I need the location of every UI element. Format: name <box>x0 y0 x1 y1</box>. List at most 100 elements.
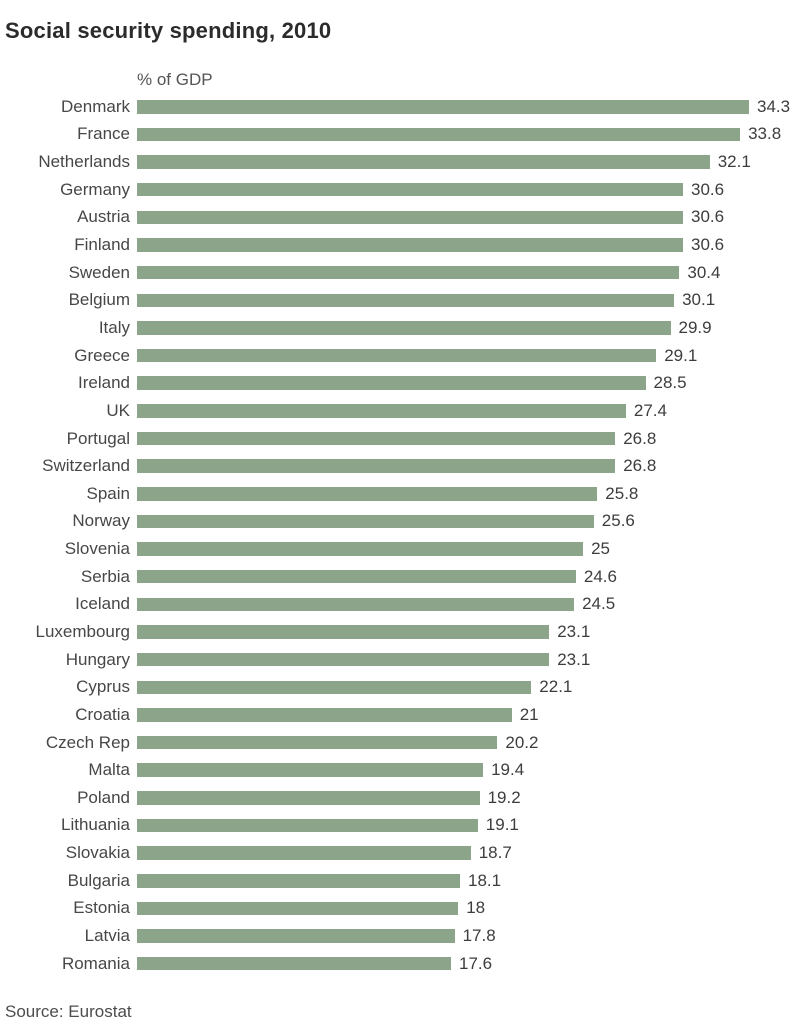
country-label: Latvia <box>84 926 130 946</box>
value-label: 29.9 <box>678 317 712 337</box>
bar <box>137 708 512 722</box>
chart-row: Cyprus 22.1 <box>0 673 800 701</box>
source-label: Source: Eurostat <box>5 1002 132 1021</box>
bar <box>137 846 471 860</box>
chart-row: Ireland 28.5 <box>0 369 800 397</box>
country-label: Iceland <box>75 594 130 614</box>
value-label: 25 <box>591 539 611 559</box>
value-label: 30.4 <box>687 262 721 282</box>
country-label: Italy <box>98 317 130 337</box>
country-label: Ireland <box>78 373 130 393</box>
bar <box>137 818 478 833</box>
chart-row: Portugal 26.8 <box>0 425 800 453</box>
bar <box>137 459 616 473</box>
bar <box>137 929 455 943</box>
country-label: France <box>77 124 130 144</box>
country-label: Denmark <box>61 96 130 116</box>
bar <box>137 625 550 639</box>
value-label: 30.6 <box>691 235 725 255</box>
value-label: 20.2 <box>505 732 539 752</box>
value-label: 27.4 <box>633 400 667 420</box>
bar <box>137 238 683 252</box>
bar <box>137 487 598 501</box>
chart-row: Croatia 21 <box>0 701 800 729</box>
bar <box>137 404 626 418</box>
chart-row: Latvia 17.8 <box>0 922 800 950</box>
value-label: 18.7 <box>478 843 512 863</box>
chart-row: Romania 17.6 <box>0 950 800 978</box>
country-label: Belgium <box>68 290 130 310</box>
bar <box>137 763 484 777</box>
bar <box>137 901 459 916</box>
chart-row: Iceland 24.5 <box>0 591 800 619</box>
country-label: Portugal <box>66 428 130 448</box>
bar <box>137 735 498 750</box>
value-label: 21 <box>519 704 539 724</box>
value-label: 25.8 <box>605 483 639 503</box>
bar <box>137 155 710 169</box>
bar <box>137 874 460 888</box>
country-label: Finland <box>74 235 130 255</box>
country-label: Hungary <box>65 649 130 669</box>
country-label: Poland <box>77 787 130 807</box>
value-label: 28.5 <box>653 373 687 393</box>
country-label: Sweden <box>68 262 130 282</box>
bar <box>137 265 680 280</box>
chart-row: Lithuania 19.1 <box>0 812 800 840</box>
country-label: Germany <box>60 179 130 199</box>
bar <box>137 569 576 584</box>
chart-row: Norway 25.6 <box>0 508 800 536</box>
value-label: 19.4 <box>491 760 525 780</box>
value-label: 18.1 <box>468 870 502 890</box>
country-label: Serbia <box>80 566 130 586</box>
bar <box>137 210 683 225</box>
country-label: Estonia <box>73 898 130 918</box>
chart-row: UK 27.4 <box>0 397 800 425</box>
value-label: 24.5 <box>582 594 616 614</box>
chart-row: Slovenia 25 <box>0 535 800 563</box>
value-label: 30.6 <box>691 179 725 199</box>
chart-row: Germany 30.6 <box>0 176 800 204</box>
chart-row: France 33.8 <box>0 121 800 149</box>
value-label: 19.2 <box>487 787 521 807</box>
bar <box>137 680 532 695</box>
chart-row: Finland 30.6 <box>0 231 800 259</box>
bar <box>137 542 584 556</box>
value-label: 29.1 <box>664 345 698 365</box>
country-label: Luxembourg <box>35 621 130 641</box>
country-label: Slovenia <box>64 539 130 559</box>
country-label: Croatia <box>75 704 130 724</box>
country-label: Spain <box>86 483 130 503</box>
chart-row: Greece 29.1 <box>0 342 800 370</box>
bar <box>137 293 675 308</box>
bar <box>137 348 657 363</box>
country-label: Slovakia <box>65 843 130 863</box>
value-label: 23.1 <box>557 621 591 641</box>
chart-row: Austria 30.6 <box>0 204 800 232</box>
country-label: Austria <box>77 207 130 227</box>
value-label: 26.8 <box>623 456 657 476</box>
value-label: 33.8 <box>748 124 782 144</box>
chart-row: Italy 29.9 <box>0 314 800 342</box>
chart-row: Czech Rep 20.2 <box>0 729 800 757</box>
value-label: 25.6 <box>601 511 635 531</box>
bar <box>137 956 451 971</box>
chart-row: Belgium 30.1 <box>0 286 800 314</box>
value-label: 26.8 <box>623 428 657 448</box>
bar <box>137 791 480 805</box>
axis-unit-label: % of GDP <box>137 70 213 89</box>
country-label: Switzerland <box>42 456 130 476</box>
chart-row: Estonia 18 <box>0 895 800 923</box>
value-label: 32.1 <box>717 152 751 172</box>
bar <box>137 652 550 667</box>
country-label: Romania <box>61 953 130 973</box>
country-label: Greece <box>74 345 130 365</box>
chart-row: Sweden 30.4 <box>0 259 800 287</box>
chart-row: Luxembourg 23.1 <box>0 618 800 646</box>
bar <box>137 100 749 114</box>
country-label: Cyprus <box>76 677 130 697</box>
chart-row: Switzerland 26.8 <box>0 452 800 480</box>
value-label: 24.6 <box>583 566 617 586</box>
bar <box>137 597 575 612</box>
country-label: Bulgaria <box>67 870 130 890</box>
